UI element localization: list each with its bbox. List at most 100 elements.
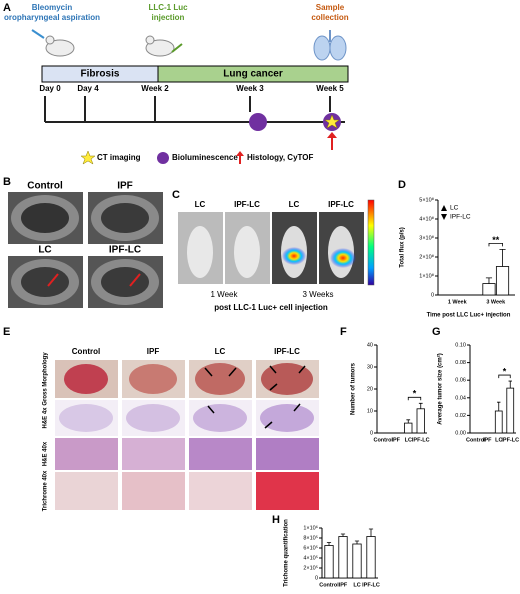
x-tick-label: Control <box>319 582 339 588</box>
error-bar <box>418 402 423 409</box>
column-label: IPF-LC <box>274 347 300 356</box>
x-tick-label: Control <box>466 437 486 443</box>
y-tick-label: 0 <box>431 292 434 298</box>
panel-label: H <box>272 514 280 526</box>
y-tick-label: 0.10 <box>455 342 466 348</box>
bar <box>352 543 362 579</box>
image-label: IPF-LC <box>109 245 141 256</box>
y-tick-label: 2×10⁵ <box>303 564 318 571</box>
column-label: LC <box>215 347 226 356</box>
timepoint: Day 0 <box>39 84 61 93</box>
bar <box>324 545 334 579</box>
legend-arrow <box>236 151 244 164</box>
ct-images <box>8 192 163 308</box>
mouse-icon <box>145 35 183 57</box>
y-tick-label: 1×10⁶ <box>303 524 318 531</box>
error-bar <box>485 277 493 284</box>
caption: post LLC-1 Luc+ cell injection <box>214 303 328 312</box>
significance-label: * <box>503 366 507 376</box>
row-label: H&E 4x <box>43 407 49 429</box>
x-tick-label: IPF <box>339 582 348 588</box>
bli-marker <box>249 113 267 131</box>
bar <box>506 387 515 434</box>
x-tick-label: IPF <box>483 437 492 443</box>
step-label: Bleomycin <box>32 3 73 12</box>
legend-marker <box>441 214 447 220</box>
x-tick-label: IPF-LC <box>412 437 430 443</box>
bar <box>338 536 348 579</box>
phase-label: Fibrosis <box>81 69 120 80</box>
phase-label: Lung cancer <box>223 69 283 80</box>
timepoint: Week 5 <box>316 84 344 93</box>
bli-images <box>178 199 375 286</box>
step-label: Sample <box>316 3 345 12</box>
histology-arrow <box>327 132 337 150</box>
x-tick-label: LC <box>405 437 412 443</box>
timeline <box>44 96 345 123</box>
significance-label: ** <box>492 235 500 245</box>
panel-label: A <box>3 2 11 14</box>
y-tick-label: 0.02 <box>455 413 466 419</box>
legend-label: CT imaging <box>97 153 141 162</box>
phase-box <box>157 65 349 83</box>
y-axis-title: Total flux (p/s) <box>400 227 406 268</box>
y-axis-title: Trichome quantification <box>284 519 290 587</box>
step-label: oropharyngeal aspiration <box>4 13 100 22</box>
x-tick-label: IPF <box>391 437 400 443</box>
timepoint: Week 2 <box>141 84 169 93</box>
time-label: 3 Weeks <box>303 290 334 299</box>
y-tick-label: 0 <box>370 430 373 436</box>
step-label: injection <box>152 13 185 22</box>
legend-label: LC <box>450 205 459 212</box>
image-label: IPF-LC <box>234 200 260 209</box>
legend-label: Histology, CyTOF <box>247 153 313 162</box>
significance-bracket <box>407 396 422 401</box>
image-label: LC <box>195 200 206 209</box>
significance-label: * <box>413 389 417 399</box>
x-tick-label: 1 Week <box>448 299 468 305</box>
y-tick-label: 0 <box>315 575 318 581</box>
y-tick-label: 5×10⁸ <box>419 196 434 203</box>
legend-star <box>80 150 96 165</box>
bar <box>482 283 496 296</box>
image-label: LC <box>38 245 51 256</box>
bar <box>494 410 503 434</box>
bar <box>495 266 510 296</box>
x-tick-label: IPF-LC <box>362 582 380 588</box>
x-tick-label: 3 Week <box>486 299 506 305</box>
panel-label: B <box>3 176 11 188</box>
panel-label: E <box>3 326 10 338</box>
y-tick-label: 3×10⁸ <box>419 234 434 241</box>
significance-bracket <box>488 243 503 247</box>
y-tick-label: 8×10⁵ <box>303 534 318 541</box>
y-tick-label: 2×10⁸ <box>419 253 434 260</box>
x-axis-title: Time post LLC Luc+ injection <box>427 313 511 319</box>
y-tick-label: 20 <box>367 386 373 392</box>
error-bar <box>508 380 512 389</box>
x-tick-label: IPF-LC <box>501 437 519 443</box>
legend-marker <box>441 205 447 211</box>
timepoint: Week 3 <box>236 84 264 93</box>
timepoint: Day 4 <box>77 84 99 93</box>
mouse-icon <box>31 29 75 57</box>
x-tick-label: Control <box>373 437 393 443</box>
image-label: IPF-LC <box>328 200 354 209</box>
x-tick-label: LC <box>353 582 360 588</box>
y-tick-label: 10 <box>367 408 373 414</box>
legend-circle <box>157 152 169 164</box>
y-tick-label: 0.04 <box>455 395 466 401</box>
histology-images <box>55 360 319 510</box>
error-bar <box>354 540 360 544</box>
y-tick-label: 6×10⁵ <box>303 544 318 551</box>
image-label: Control <box>27 181 63 192</box>
column-label: Control <box>72 347 100 356</box>
image-label: IPF <box>117 181 133 192</box>
panel-label: G <box>432 326 441 338</box>
ct-star <box>324 114 340 129</box>
y-tick-label: 0.06 <box>455 378 466 384</box>
panel-label: D <box>398 179 406 191</box>
image-label: LC <box>289 200 300 209</box>
row-label: Trichrome 40x <box>43 470 49 511</box>
error-bar <box>499 249 506 267</box>
bar <box>416 408 425 434</box>
